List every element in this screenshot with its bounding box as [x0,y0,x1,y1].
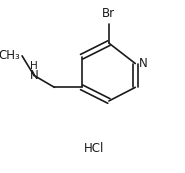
Text: N: N [30,69,38,82]
Text: CH₃: CH₃ [0,49,20,62]
Text: Br: Br [102,7,115,20]
Text: H: H [30,61,38,71]
Text: N: N [139,57,148,70]
Text: HCl: HCl [84,142,105,155]
